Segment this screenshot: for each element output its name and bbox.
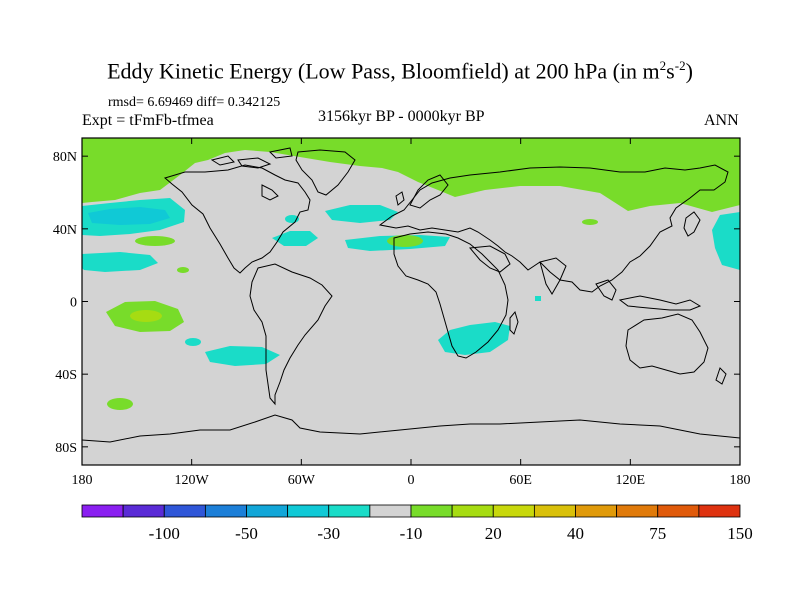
coastline-antarctica	[82, 414, 740, 443]
latitude-axis: 80N 40N 0 40S 80S	[53, 150, 740, 456]
lon-tick-label: 60E	[509, 473, 532, 488]
anomaly-region-arctic-positive	[82, 138, 740, 212]
period-label: 3156kyr BP - 0000kyr BP	[318, 108, 485, 125]
colorbar-swatch	[163, 504, 206, 518]
coastline-scandinavia	[409, 174, 449, 209]
anomaly-region-spacific-negative	[185, 338, 201, 346]
longitude-axis: 180 120W 60W 0 60E 120E 180	[72, 138, 751, 488]
colorbar-label: -30	[317, 524, 340, 543]
anomaly-region-indian-negative	[535, 296, 541, 301]
colorbar-swatch	[698, 504, 741, 518]
anomaly-region-china-positive	[582, 219, 598, 225]
coastline-india	[539, 257, 567, 295]
colorbar-label: -10	[400, 524, 423, 543]
coastlines	[82, 147, 740, 443]
anomaly-region-spacific-positive-core	[130, 310, 162, 322]
lon-tick-label: 120W	[175, 473, 210, 488]
colorbar-swatch	[410, 504, 453, 518]
colorbar-swatch	[246, 504, 289, 518]
colorbar-label: -100	[149, 524, 180, 543]
coastline-japan	[683, 211, 701, 237]
colorbar-swatch	[287, 504, 330, 518]
colorbar-swatch	[533, 504, 576, 518]
lon-tick-label: 0	[408, 473, 415, 488]
coastline-africa	[393, 231, 509, 359]
anomaly-region-npacific-south-negative	[82, 252, 158, 272]
lon-tick-label: 120E	[616, 473, 646, 488]
coastline-uk	[395, 191, 405, 206]
lat-tick-label: 40N	[53, 223, 77, 238]
colorbar-label: 20	[485, 524, 502, 543]
season-label: ANN	[704, 112, 739, 129]
colorbar-swatch	[369, 504, 412, 518]
lon-tick-label: 180	[72, 473, 93, 488]
coastline-hudson-bay	[261, 184, 279, 201]
coastline-arabia	[469, 245, 511, 273]
anomaly-region-small-positive	[177, 267, 189, 273]
anomaly-region-far-south-positive	[107, 398, 133, 410]
anomaly-fields	[82, 138, 740, 410]
anomaly-region-natlantic-negative	[325, 205, 398, 223]
coastline-southeast-asia	[595, 279, 702, 311]
anomaly-region-westpacific-negative	[712, 212, 740, 270]
colorbar-label: 40	[567, 524, 584, 543]
map-title: Eddy Kinetic Energy (Low Pass, Bloomfiel…	[107, 58, 693, 84]
colorbar-swatch	[204, 504, 247, 518]
colorbar-swatch	[81, 504, 124, 518]
coastline-madagascar	[509, 310, 519, 335]
coastline-europe-asia	[378, 164, 729, 293]
anomaly-region-usa-negative	[272, 231, 318, 246]
colorbar-label: -50	[235, 524, 258, 543]
coastline-new-zealand	[715, 367, 727, 385]
colorbar-swatch	[328, 504, 371, 518]
anomaly-region-southafrica-negative	[438, 322, 510, 355]
anomaly-region-npacific-negative-core	[88, 207, 170, 225]
coastline-south-america	[249, 263, 333, 406]
colorbar-swatch	[616, 504, 659, 518]
coastline-arctic-islands	[210, 147, 293, 169]
lon-tick-label: 60W	[288, 473, 316, 488]
lat-tick-label: 0	[70, 296, 77, 311]
experiment-label: Expt = tFmFb-tfmea	[82, 112, 214, 129]
colorbar: -100 -50 -30 -10 20 40 75 150	[81, 504, 753, 543]
colorbar-label: 75	[649, 524, 666, 543]
anomaly-region-africa-positive	[387, 235, 423, 247]
coastline-greenland	[295, 149, 356, 196]
colorbar-swatch	[122, 504, 165, 518]
anomaly-region-seastpacific-negative	[205, 346, 280, 366]
lat-tick-label: 80N	[53, 150, 77, 165]
colorbar-swatch	[451, 504, 494, 518]
lon-tick-label: 180	[730, 473, 751, 488]
lat-tick-label: 40S	[55, 368, 77, 383]
coastline-australia	[625, 313, 709, 375]
anomaly-region-midpacific-positive	[135, 236, 175, 246]
colorbar-swatch	[575, 504, 618, 518]
statistics-label: rmsd= 6.69469 diff= 0.342125	[108, 95, 281, 110]
colorbar-swatch	[492, 504, 535, 518]
colorbar-label: 150	[727, 524, 753, 543]
colorbar-swatch	[657, 504, 700, 518]
lat-tick-label: 80S	[55, 441, 77, 456]
